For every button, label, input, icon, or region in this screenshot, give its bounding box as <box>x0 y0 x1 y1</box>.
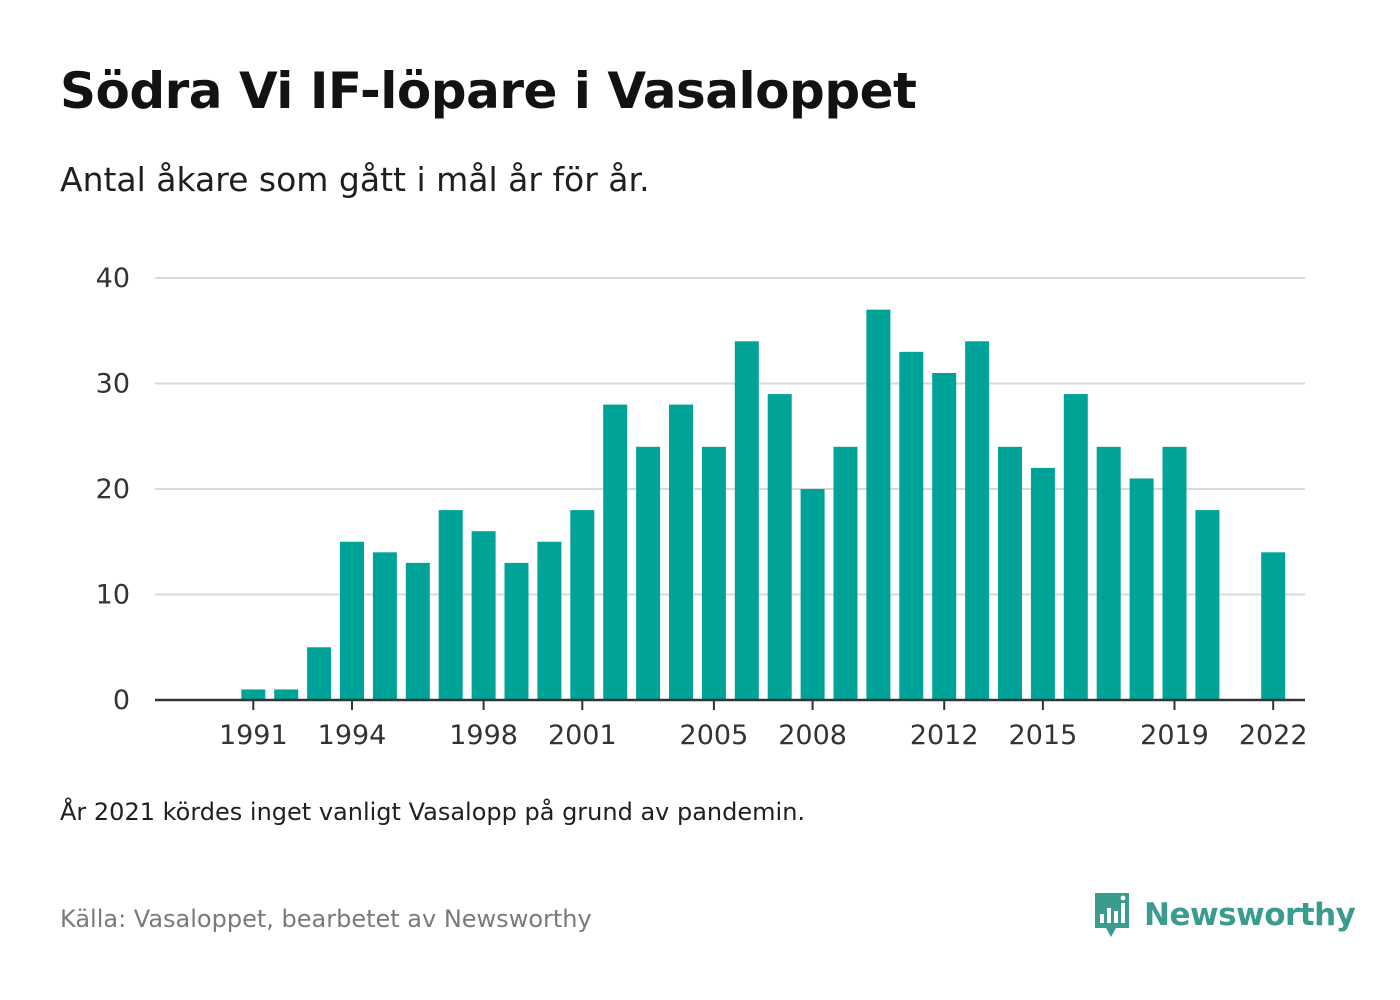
bar-2019 <box>1162 446 1187 700</box>
chart-title: Södra Vi IF-löpare i Vasaloppet <box>60 62 917 120</box>
bar-2007 <box>767 394 792 700</box>
bar-2005 <box>701 446 726 700</box>
bar-2014 <box>998 446 1022 700</box>
bar-2020 <box>1195 510 1220 700</box>
bars <box>241 309 1286 700</box>
bar-2008 <box>800 489 825 700</box>
x-tick-label: 2012 <box>910 720 979 751</box>
chart-subtitle: Antal åkare som gått i mål år för år. <box>60 160 650 199</box>
tick-labels: 0 10 20 30 40 1991 1994 1998 2001 2005 2008 2012 201… <box>96 263 1308 751</box>
y-tick-label: 30 <box>96 369 130 400</box>
bar-1996 <box>405 562 430 700</box>
x-tick-label: 1991 <box>219 720 288 751</box>
x-tick-label: 2001 <box>548 720 617 751</box>
bar-2015 <box>1030 467 1055 700</box>
bar-2006 <box>734 341 759 700</box>
x-tick-label: 2005 <box>680 720 749 751</box>
bar-1991 <box>241 689 266 700</box>
newsworthy-logo-icon <box>1095 893 1129 937</box>
bar-2011 <box>899 351 924 700</box>
bar-1999 <box>504 562 529 700</box>
bar-1994 <box>340 541 364 700</box>
x-tick-label: 1994 <box>318 720 387 751</box>
bar-2009 <box>833 446 858 700</box>
brand-name: Newsworthy <box>1144 897 1356 933</box>
bar-1997 <box>438 510 463 700</box>
bar-2016 <box>1063 394 1088 700</box>
bar-2002 <box>603 404 628 700</box>
bar-2001 <box>570 510 595 700</box>
bar-2004 <box>669 404 693 700</box>
bar-2017 <box>1096 446 1121 700</box>
bar-2022 <box>1261 552 1286 700</box>
x-axis <box>155 698 1305 710</box>
bar-2003 <box>636 446 661 700</box>
y-tick-label: 0 <box>113 685 130 716</box>
y-tick-label: 10 <box>96 580 130 611</box>
y-tick-label: 40 <box>96 263 130 294</box>
bar-2010 <box>866 309 891 700</box>
x-tick-label: 1998 <box>449 720 518 751</box>
x-tick-label: 2022 <box>1239 720 1308 751</box>
bar-2000 <box>537 541 562 700</box>
bar-1998 <box>471 531 496 700</box>
x-tick-label: 2008 <box>778 720 847 751</box>
bar-2012 <box>932 372 957 700</box>
bar-1992 <box>274 689 299 700</box>
bar-1993 <box>307 647 332 700</box>
source-text: Källa: Vasaloppet, bearbetet av Newswort… <box>60 905 592 933</box>
x-tick-label: 2015 <box>1009 720 1078 751</box>
x-tick-label: 2019 <box>1140 720 1209 751</box>
chart-note: År 2021 kördes inget vanligt Vasalopp på… <box>60 798 806 826</box>
bar-2013 <box>965 341 990 700</box>
brand-logo: Newsworthy <box>1092 890 1356 940</box>
bar-1995 <box>372 552 397 700</box>
bar-2018 <box>1129 478 1154 700</box>
y-tick-label: 20 <box>96 474 130 505</box>
bar-chart: 0 10 20 30 40 1991 1994 1998 2001 2005 2008 2012 201… <box>96 263 1308 751</box>
